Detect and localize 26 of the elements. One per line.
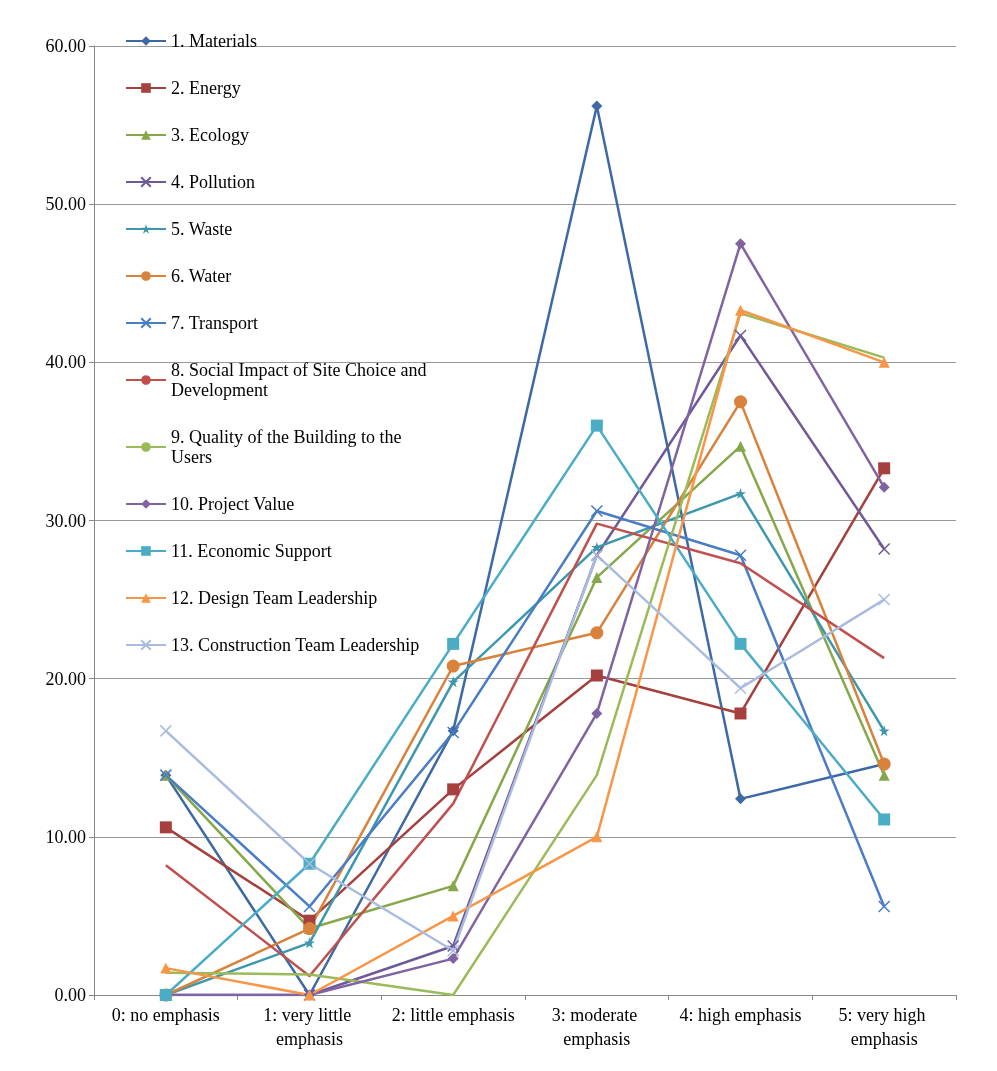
x-tick-label: 5: very high emphasis xyxy=(838,1005,930,1049)
legend-label: 9. Quality of the Building to the Users xyxy=(171,427,406,467)
legend-label: 8. Social Impact of Site Choice and Development xyxy=(171,360,431,400)
y-tick-label: 20.00 xyxy=(45,668,86,689)
x-tick-label: 2: little emphasis xyxy=(391,1005,515,1025)
y-tick-label: 40.00 xyxy=(45,352,86,373)
legend-label: 10. Project Value xyxy=(171,494,295,514)
legend-label: 7. Transport xyxy=(171,313,259,333)
legend-label: 12. Design Team Leadership xyxy=(171,588,378,608)
x-tick-label: 4: high emphasis xyxy=(679,1005,802,1025)
x-tick-label: 3: moderate emphasis xyxy=(551,1005,642,1049)
x-tick-label: 1: very little emphasis xyxy=(263,1005,356,1049)
x-tick-label: 0: no emphasis xyxy=(111,1005,220,1025)
legend-label: 13. Construction Team Leadership xyxy=(171,635,420,655)
legend-label: 6. Water xyxy=(171,266,232,286)
legend-label: 11. Economic Support xyxy=(171,541,332,561)
y-tick-label: 30.00 xyxy=(45,510,86,531)
legend-label: 4. Pollution xyxy=(171,172,256,192)
legend-label: 2. Energy xyxy=(171,78,241,98)
y-tick-label: 10.00 xyxy=(45,826,86,847)
legend-label: 1. Materials xyxy=(171,31,257,51)
y-tick-label: 50.00 xyxy=(45,194,86,215)
legend-label: 3. Ecology xyxy=(171,125,249,145)
y-tick-label: 0.00 xyxy=(54,985,86,1005)
y-tick-label: 60.00 xyxy=(45,36,86,56)
legend-label: 5. Waste xyxy=(171,219,233,239)
